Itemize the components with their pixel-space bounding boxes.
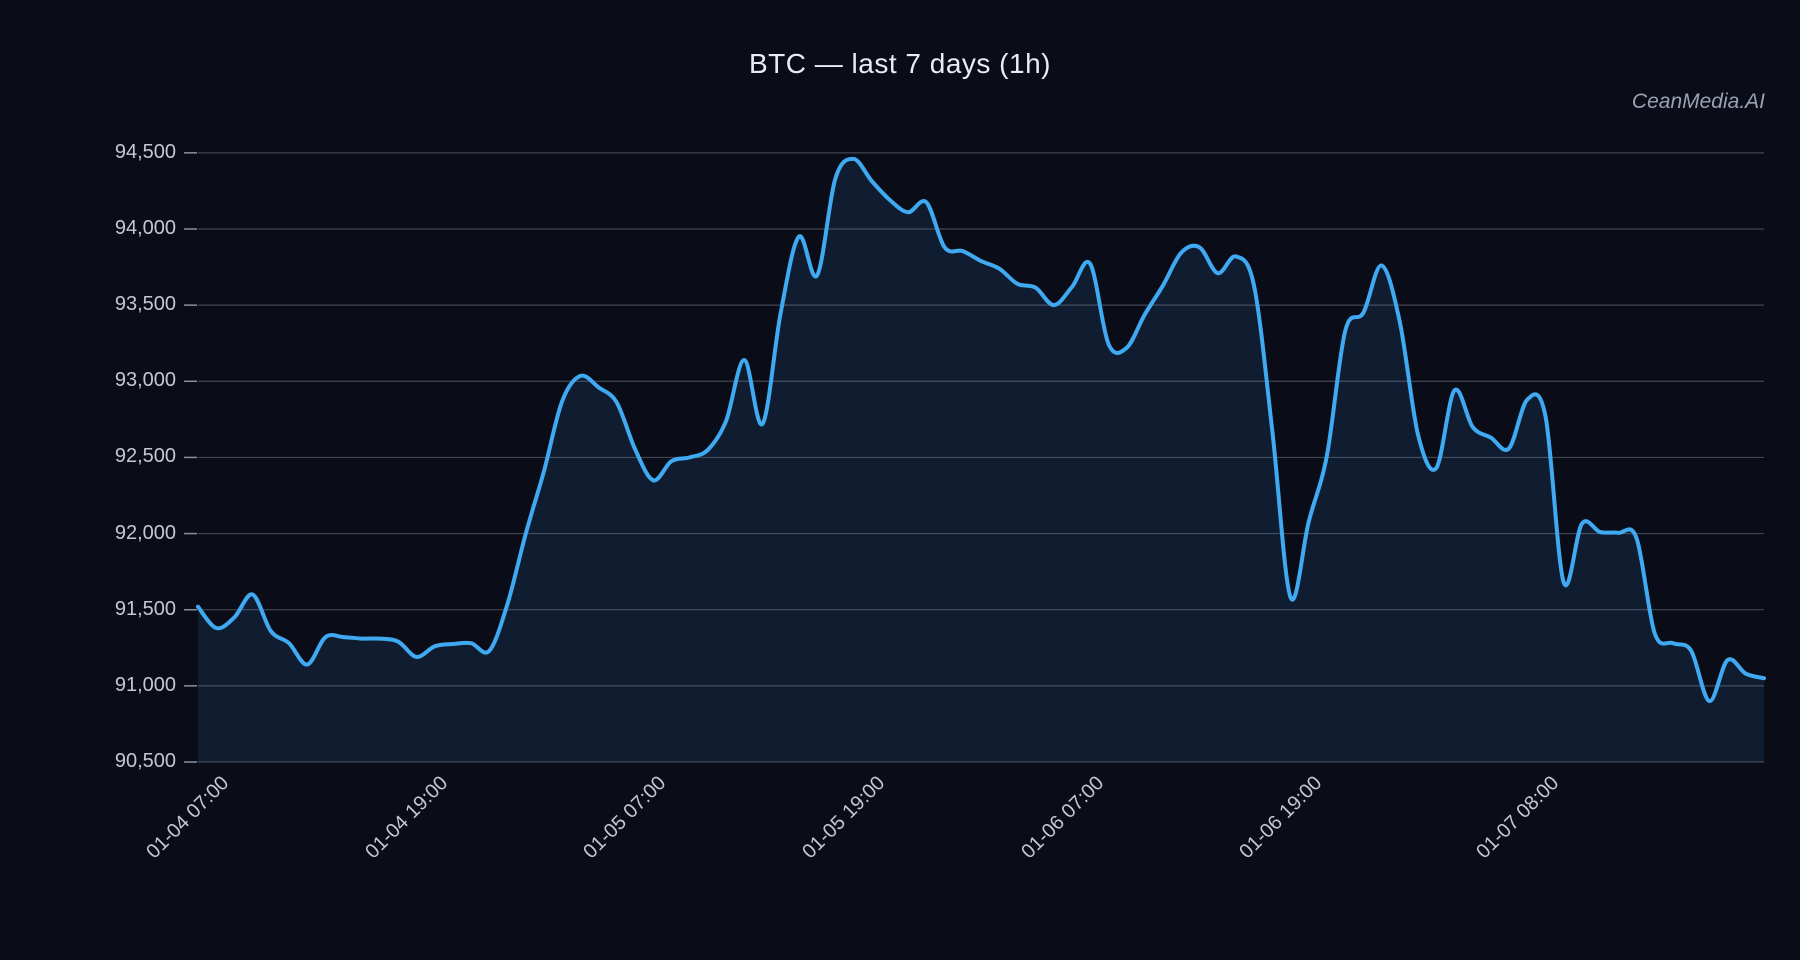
- price-line: [196, 156, 1766, 704]
- y-axis-tick-label: 90,500: [114, 750, 176, 772]
- y-axis-tick-label: 94,500: [114, 140, 176, 163]
- y-axis-tick-label: 94,000: [114, 216, 176, 239]
- price-area-fill: [198, 158, 1764, 762]
- y-axis-tick-label: 92,000: [114, 521, 176, 544]
- y-axis-tick-label: 91,500: [114, 597, 176, 620]
- y-axis-tick-label: 93,000: [114, 369, 176, 392]
- chart-title: BTC — last 7 days (1h): [749, 48, 1051, 79]
- y-axis-tick-label: 91,000: [114, 673, 176, 696]
- y-axis-tick-label: 92,500: [114, 445, 176, 468]
- watermark: CeanMedia.AI: [1631, 90, 1765, 113]
- y-axis-tick-label: 93,500: [114, 293, 176, 316]
